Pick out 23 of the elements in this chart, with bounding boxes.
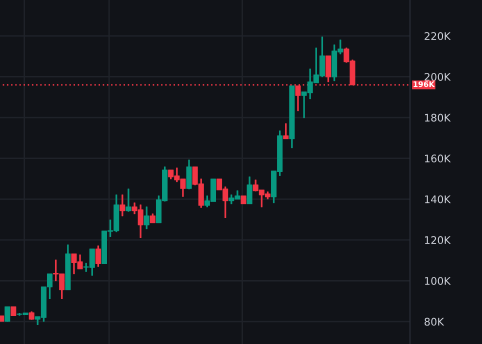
candlestick (325, 56, 332, 82)
candlestick (144, 206, 150, 230)
candlestick (120, 194, 126, 216)
candlestick (289, 86, 295, 148)
y-tick-label: 160K (425, 154, 451, 162)
y-tick-label: 120K (425, 236, 451, 244)
candlestick (126, 188, 132, 212)
candlestick (150, 213, 156, 224)
candlestick (240, 196, 246, 204)
y-tick-label: 80K (424, 318, 444, 326)
candlestick (28, 311, 34, 320)
y-tick-label: 220K (424, 32, 451, 40)
y-tick-label: 140K (425, 195, 451, 204)
candlestick (65, 244, 71, 290)
candlestick (95, 246, 101, 267)
y-tick-label: 200K (424, 72, 451, 81)
y-tick-label: 100K (425, 276, 451, 285)
candlestick (186, 160, 192, 190)
candlestick (10, 306, 16, 316)
y-tick-label: 180K (425, 114, 451, 122)
candlestick (246, 176, 252, 204)
candlestick (4, 306, 10, 322)
candlestick (283, 123, 289, 140)
